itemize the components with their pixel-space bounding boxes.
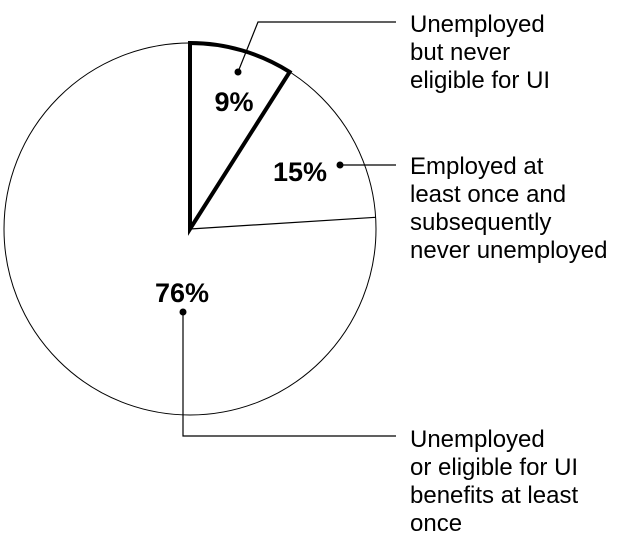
pie-slice [188,40,293,236]
legend-line: subsequently [410,209,551,236]
legend-line: least once and [410,181,566,208]
legend-line: never unemployed [410,237,607,264]
legend-entry: Unemployed or eligible for UI benefits at … [410,426,578,537]
leader-line [182,312,396,437]
slice-boundary [189,216,376,230]
leader-line [237,21,396,73]
legend-line: Unemployed [410,426,545,453]
legend-line: or eligible for UI [410,454,578,481]
legend-line: Unemployed [410,11,545,38]
legend-entry: Employed at least once and subsequently nev… [410,153,607,264]
slice-label: 76% [155,278,209,308]
slice-label: 9% [214,87,253,117]
legend-entry: Unemployed but never eligible for UI [410,11,550,94]
legend-line: benefits at least [410,482,578,509]
legend-line: eligible for UI [410,67,550,94]
legend-line: but never [410,39,510,66]
slice-label: 15% [273,157,327,187]
legend-line: Employed at [410,153,544,180]
legend-line: once [410,510,462,537]
